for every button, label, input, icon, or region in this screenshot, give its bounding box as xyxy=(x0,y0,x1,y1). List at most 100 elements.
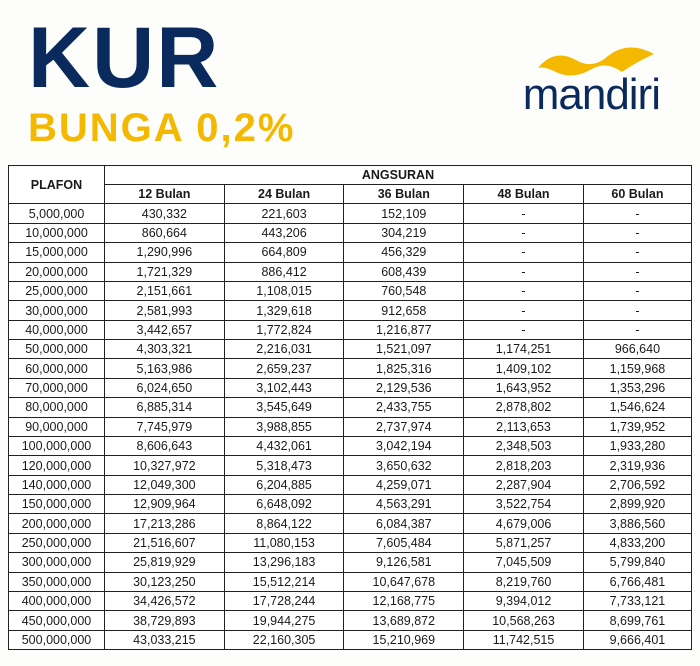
value-cell: 152,109 xyxy=(344,204,464,223)
value-cell: 3,042,194 xyxy=(344,436,464,455)
value-cell: 34,426,572 xyxy=(105,591,225,610)
table-row: 50,000,0004,303,3212,216,0311,521,0971,1… xyxy=(9,340,692,359)
table-row: 400,000,00034,426,57217,728,24412,168,77… xyxy=(9,591,692,610)
value-cell: 912,658 xyxy=(344,301,464,320)
value-cell: 3,988,855 xyxy=(224,417,344,436)
period-header: 48 Bulan xyxy=(464,185,584,204)
value-cell: 4,259,071 xyxy=(344,475,464,494)
value-cell: 664,809 xyxy=(224,243,344,262)
value-cell: 1,546,624 xyxy=(583,398,691,417)
value-cell: - xyxy=(583,243,691,262)
value-cell: 10,327,972 xyxy=(105,456,225,475)
table-row: 140,000,00012,049,3006,204,8854,259,0712… xyxy=(9,475,692,494)
value-cell: 760,548 xyxy=(344,281,464,300)
value-cell: 2,113,653 xyxy=(464,417,584,436)
value-cell: - xyxy=(464,301,584,320)
plafon-cell: 80,000,000 xyxy=(9,398,105,417)
value-cell: 2,319,936 xyxy=(583,456,691,475)
value-cell: 8,699,761 xyxy=(583,611,691,630)
value-cell: 9,126,581 xyxy=(344,553,464,572)
table-row: 10,000,000860,664443,206304,219-- xyxy=(9,223,692,242)
value-cell: 1,825,316 xyxy=(344,359,464,378)
value-cell: 10,647,678 xyxy=(344,572,464,591)
table-row: 500,000,00043,033,21522,160,30515,210,96… xyxy=(9,630,692,649)
plafon-cell: 20,000,000 xyxy=(9,262,105,281)
period-header: 60 Bulan xyxy=(583,185,691,204)
table-body: 5,000,000430,332221,603152,109--10,000,0… xyxy=(9,204,692,650)
table-row: 450,000,00038,729,89319,944,27513,689,87… xyxy=(9,611,692,630)
value-cell: 4,432,061 xyxy=(224,436,344,455)
value-cell: 221,603 xyxy=(224,204,344,223)
table-container: PLAFON ANGSURAN 12 Bulan24 Bulan36 Bulan… xyxy=(0,151,700,650)
value-cell: 1,290,996 xyxy=(105,243,225,262)
table-row: 250,000,00021,516,60711,080,1537,605,484… xyxy=(9,533,692,552)
value-cell: 7,045,509 xyxy=(464,553,584,572)
value-cell: 6,084,387 xyxy=(344,514,464,533)
value-cell: 7,733,121 xyxy=(583,591,691,610)
table-row: 60,000,0005,163,9862,659,2371,825,3161,4… xyxy=(9,359,692,378)
plafon-cell: 450,000,000 xyxy=(9,611,105,630)
value-cell: 9,666,401 xyxy=(583,630,691,649)
value-cell: 5,871,257 xyxy=(464,533,584,552)
value-cell: 443,206 xyxy=(224,223,344,242)
value-cell: - xyxy=(464,320,584,339)
value-cell: 304,219 xyxy=(344,223,464,242)
value-cell: 2,818,203 xyxy=(464,456,584,475)
plafon-cell: 350,000,000 xyxy=(9,572,105,591)
value-cell: 12,168,775 xyxy=(344,591,464,610)
table-row: 25,000,0002,151,6611,108,015760,548-- xyxy=(9,281,692,300)
value-cell: 2,737,974 xyxy=(344,417,464,436)
table-row: 200,000,00017,213,2868,864,1226,084,3874… xyxy=(9,514,692,533)
title-block: KUR BUNGA 0,2% xyxy=(28,18,295,151)
value-cell: - xyxy=(464,204,584,223)
value-cell: - xyxy=(464,281,584,300)
value-cell: 2,129,536 xyxy=(344,378,464,397)
value-cell: 9,394,012 xyxy=(464,591,584,610)
plafon-cell: 120,000,000 xyxy=(9,456,105,475)
value-cell: 886,412 xyxy=(224,262,344,281)
value-cell: 1,739,952 xyxy=(583,417,691,436)
table-row: 350,000,00030,123,25015,512,21410,647,67… xyxy=(9,572,692,591)
value-cell: 22,160,305 xyxy=(224,630,344,649)
value-cell: 2,706,592 xyxy=(583,475,691,494)
value-cell: 11,080,153 xyxy=(224,533,344,552)
value-cell: 6,885,314 xyxy=(105,398,225,417)
period-header: 12 Bulan xyxy=(105,185,225,204)
value-cell: 2,878,802 xyxy=(464,398,584,417)
value-cell: 2,348,503 xyxy=(464,436,584,455)
header-row-1: PLAFON ANGSURAN xyxy=(9,165,692,184)
plafon-header: PLAFON xyxy=(9,165,105,204)
value-cell: 1,353,296 xyxy=(583,378,691,397)
value-cell: 30,123,250 xyxy=(105,572,225,591)
value-cell: - xyxy=(464,243,584,262)
value-cell: 7,605,484 xyxy=(344,533,464,552)
value-cell: 8,864,122 xyxy=(224,514,344,533)
value-cell: 17,728,244 xyxy=(224,591,344,610)
table-row: 300,000,00025,819,92913,296,1839,126,581… xyxy=(9,553,692,572)
plafon-cell: 10,000,000 xyxy=(9,223,105,242)
table-row: 30,000,0002,581,9931,329,618912,658-- xyxy=(9,301,692,320)
value-cell: 13,689,872 xyxy=(344,611,464,630)
table-row: 100,000,0008,606,6434,432,0613,042,1942,… xyxy=(9,436,692,455)
plafon-cell: 60,000,000 xyxy=(9,359,105,378)
value-cell: - xyxy=(583,301,691,320)
value-cell: 8,219,760 xyxy=(464,572,584,591)
plafon-cell: 70,000,000 xyxy=(9,378,105,397)
value-cell: 608,439 xyxy=(344,262,464,281)
plafon-cell: 300,000,000 xyxy=(9,553,105,572)
table-row: 15,000,0001,290,996664,809456,329-- xyxy=(9,243,692,262)
value-cell: 5,799,840 xyxy=(583,553,691,572)
value-cell: 1,108,015 xyxy=(224,281,344,300)
plafon-cell: 140,000,000 xyxy=(9,475,105,494)
angsuran-table: PLAFON ANGSURAN 12 Bulan24 Bulan36 Bulan… xyxy=(8,165,692,650)
value-cell: 38,729,893 xyxy=(105,611,225,630)
value-cell: 7,745,979 xyxy=(105,417,225,436)
value-cell: 4,833,200 xyxy=(583,533,691,552)
value-cell: 15,210,969 xyxy=(344,630,464,649)
value-cell: 1,174,251 xyxy=(464,340,584,359)
value-cell: 966,640 xyxy=(583,340,691,359)
value-cell: 2,659,237 xyxy=(224,359,344,378)
value-cell: 1,159,968 xyxy=(583,359,691,378)
header: KUR BUNGA 0,2% mandiri xyxy=(0,0,700,151)
value-cell: 11,742,515 xyxy=(464,630,584,649)
